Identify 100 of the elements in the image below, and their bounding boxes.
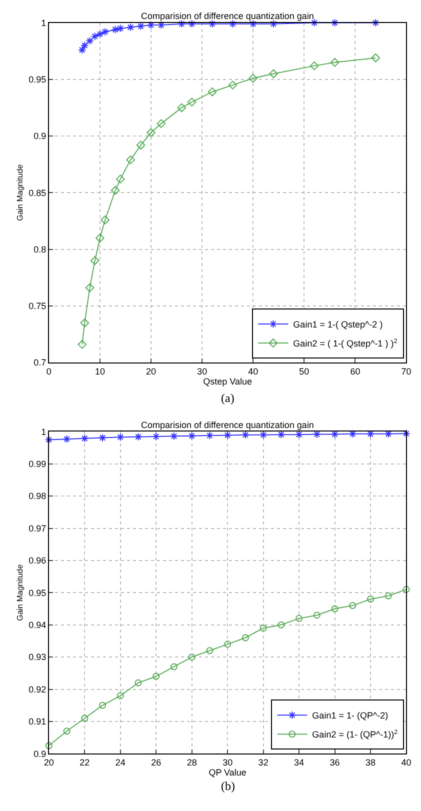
x-tick-label: 30: [197, 366, 208, 376]
point: [90, 256, 100, 266]
point: [116, 433, 124, 442]
x-tick-label: 40: [401, 757, 412, 768]
chart-title: Comparision of difference quantization gain: [141, 11, 314, 21]
point: [170, 663, 178, 670]
point: [371, 53, 380, 62]
y-tick-label: 0.99: [28, 459, 46, 470]
y-tick-label: 0.9: [34, 748, 46, 759]
point: [146, 128, 156, 138]
y-tick-label: 0.96: [28, 556, 46, 566]
y-axis-title: Gain Magnitude: [15, 164, 24, 221]
x-tick-label: 36: [330, 757, 340, 768]
point: [206, 647, 214, 654]
point: [313, 612, 320, 619]
y-tick-label: 0.8: [34, 244, 46, 254]
point: [228, 20, 237, 28]
point: [296, 614, 303, 622]
point: [330, 18, 339, 27]
point: [260, 624, 267, 632]
point: [81, 714, 88, 722]
x-tick-label: 22: [80, 757, 90, 768]
point: [152, 672, 160, 680]
point: [152, 432, 160, 441]
chart-title: Comparision of difference quantization gain: [141, 420, 314, 430]
point: [116, 24, 124, 33]
y-tick-label: 0.95: [28, 74, 46, 85]
point: [80, 434, 89, 443]
point: [402, 430, 410, 438]
point: [384, 592, 392, 600]
y-tick-label: 0.93: [28, 652, 46, 662]
point: [259, 430, 268, 439]
point: [224, 640, 232, 648]
point: [63, 728, 70, 735]
y-tick-label: 0.94: [28, 620, 46, 630]
point: [269, 69, 278, 78]
y-tick-label: 0.95: [28, 588, 46, 598]
point: [208, 87, 217, 96]
y-tick-label: 0.85: [28, 188, 46, 198]
x-tick-label: 70: [401, 366, 412, 376]
legend-label: Gain2 = ( 1-( Qstep^-1 ) )$^{2}$: [293, 338, 398, 349]
x-tick-label: 40: [248, 366, 258, 376]
x-tick-label: 20: [146, 366, 156, 376]
point: [348, 430, 357, 438]
point: [228, 80, 238, 90]
x-tick-label: 34: [294, 757, 304, 768]
y-tick-label: 0.97: [28, 523, 46, 534]
y-tick-label: 1: [41, 426, 46, 437]
y-tick-label: 0.98: [28, 491, 46, 502]
point: [78, 46, 86, 54]
point: [111, 25, 120, 34]
point: [136, 22, 145, 30]
point: [208, 20, 216, 28]
legend-label: Gain2 = (1- (QP^-1))$^{2}$: [312, 728, 398, 740]
x-tick-label: 26: [151, 757, 162, 768]
point: [90, 32, 99, 40]
point: [367, 596, 374, 603]
y-axis-title: Gain Magnitude: [15, 564, 24, 621]
y-tick-label: 0.7: [34, 358, 46, 368]
point: [116, 692, 124, 700]
x-axis-title: Qstep Value: [203, 376, 252, 386]
x-tick-label: 10: [94, 366, 105, 376]
point: [349, 602, 356, 610]
point: [96, 30, 104, 38]
point: [242, 634, 249, 642]
point: [157, 20, 166, 30]
point: [177, 103, 186, 112]
point: [96, 234, 104, 242]
x-tick-label: 28: [186, 757, 197, 768]
y-tick-label: 1: [41, 18, 46, 28]
y-tick-label: 0.9: [34, 131, 46, 142]
x-tick-label: 60: [350, 366, 360, 376]
point: [134, 432, 142, 441]
point: [62, 434, 71, 444]
point: [331, 605, 338, 612]
point: [136, 140, 146, 150]
point: [206, 431, 214, 440]
point: [384, 430, 392, 438]
x-tick-label: 30: [222, 757, 233, 768]
point: [86, 36, 94, 45]
point: [188, 654, 196, 661]
point: [188, 20, 196, 28]
x-tick-label: 32: [258, 757, 268, 768]
legend-label: Gain1 = 1-( Qstep^-2 ): [293, 320, 383, 330]
point: [126, 23, 135, 32]
text: (b): [221, 779, 235, 793]
y-tick-label: 0.75: [28, 301, 46, 312]
point: [402, 586, 410, 593]
x-tick-label: 20: [44, 757, 54, 768]
point: [78, 340, 87, 349]
point: [278, 621, 285, 628]
point: [85, 283, 94, 292]
x-tick-label: 38: [366, 757, 376, 768]
point: [45, 742, 52, 750]
x-tick-label: 0: [46, 366, 52, 376]
x-axis-title: QP Value: [208, 767, 246, 778]
point: [372, 18, 380, 27]
point: [44, 436, 54, 444]
point: [248, 74, 258, 83]
point: [98, 434, 107, 442]
